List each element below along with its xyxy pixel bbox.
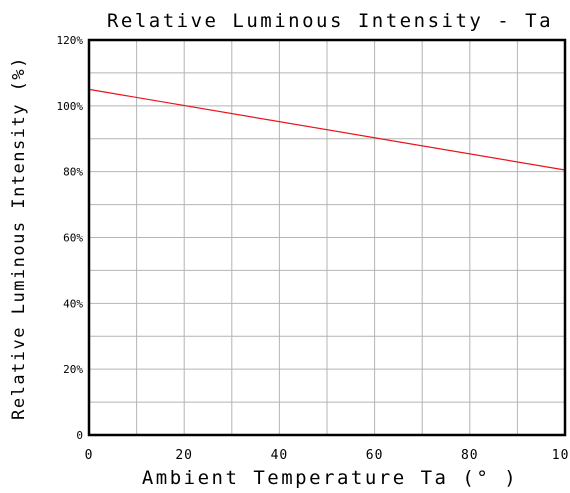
y-tick-label: 100% [57, 100, 84, 113]
x-tick-label: 40 [271, 448, 289, 463]
y-axis-label: Relative Luminous Intensity (%) [9, 56, 29, 420]
y-tick-label: 60% [63, 232, 83, 245]
plot-frame [87, 38, 567, 437]
series-lines [88, 88, 566, 171]
x-tick-label: 80 [461, 448, 479, 463]
chart-title: Relative Luminous Intensity - Ta [107, 10, 553, 32]
y-tick-labels: 0 20% 40% 60% 80% 100% 120% [57, 34, 84, 442]
grid-lines [89, 40, 565, 435]
x-tick-labels: 0 20 40 60 80 100 [85, 448, 570, 463]
y-tick-label: 80% [63, 166, 83, 179]
x-tick-label: 60 [366, 448, 384, 463]
y-tick-label: 0 [76, 429, 83, 442]
x-axis-label: Ambient Temperature Ta (° ) [142, 467, 518, 488]
y-tick-label: 120% [57, 34, 84, 47]
x-tick-label: 100 [552, 448, 570, 463]
series-line [88, 88, 566, 171]
x-tick-label: 20 [175, 448, 193, 463]
x-tick-label: 0 [85, 448, 94, 463]
y-tick-label: 40% [63, 297, 83, 310]
y-tick-label: 20% [63, 363, 83, 376]
